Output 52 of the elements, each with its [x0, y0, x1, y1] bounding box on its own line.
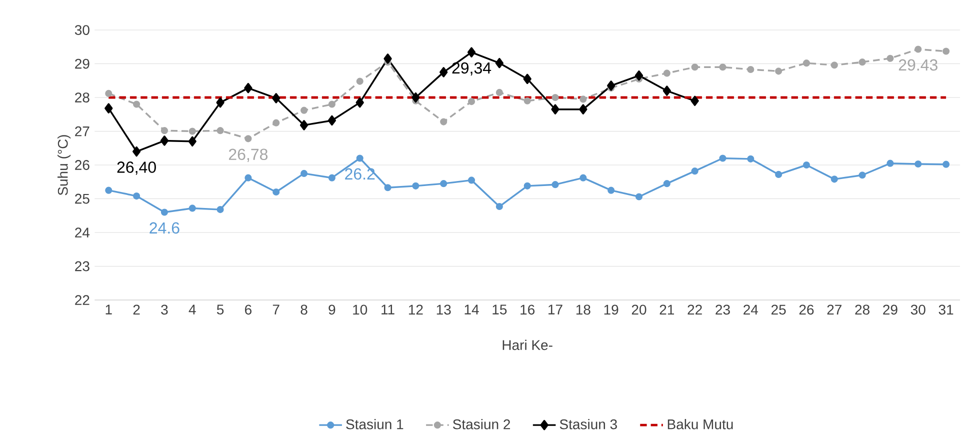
x-tick-label: 12 — [408, 304, 423, 314]
legend-label: Stasiun 1 — [346, 418, 404, 430]
x-tick-label: 21 — [660, 304, 674, 314]
x-tick-label: 20 — [632, 304, 646, 315]
y-tick-label: 22 — [75, 295, 90, 305]
x-tick-label: 1 — [106, 304, 112, 314]
x-tick-label: 2 — [133, 304, 140, 314]
legend-label: Stasiun 2 — [452, 418, 510, 430]
x-tick-label: 16 — [520, 304, 535, 315]
data-label: 29,34 — [452, 62, 492, 76]
x-tick-label: 17 — [548, 304, 562, 314]
x-tick-label: 11 — [382, 304, 394, 314]
data-label: 24.6 — [150, 222, 180, 234]
x-tick-label: 14 — [464, 304, 479, 314]
x-tick-label: 24 — [744, 304, 758, 314]
y-tick-label: 23 — [75, 261, 90, 272]
data-label: 26.2 — [345, 168, 375, 180]
x-tick-label: 29 — [883, 304, 898, 315]
x-tick-label: 9 — [328, 304, 336, 315]
y-tick-label: 28 — [75, 92, 90, 102]
y-tick-label: 29 — [75, 58, 90, 69]
x-tick-label: 15 — [492, 304, 507, 314]
data-label: 26,78 — [228, 148, 268, 162]
legend-label: Baku Mutu — [668, 418, 733, 430]
x-tick-label: 3 — [161, 304, 168, 315]
data-label: 29.43 — [898, 59, 938, 71]
x-tick-label: 28 — [855, 304, 870, 315]
x-tick-label: 5 — [216, 304, 224, 314]
x-tick-label: 23 — [716, 304, 730, 315]
x-tick-label: 30 — [910, 304, 926, 315]
legend-label: Stasiun 3 — [560, 418, 617, 430]
x-tick-label: 4 — [188, 304, 196, 314]
x-tick-label: 6 — [245, 304, 252, 315]
x-tick-label: 8 — [300, 304, 308, 315]
x-tick-label: 10 — [353, 304, 368, 315]
x-tick-label: 25 — [771, 304, 786, 315]
x-tick-label: 27 — [827, 304, 842, 314]
x-axis-title: Hari Ke- — [502, 340, 552, 350]
x-tick-label: 26 — [799, 304, 814, 315]
y-tick-label: 25 — [75, 194, 90, 204]
y-axis-title: Suhu (°C) — [58, 135, 71, 196]
y-tick-label: 26 — [75, 160, 90, 170]
x-tick-label: 18 — [576, 304, 590, 315]
x-tick-label: 19 — [604, 304, 618, 315]
x-tick-label: 31 — [938, 304, 954, 315]
data-label: 26,40 — [117, 162, 156, 175]
y-tick-label: 24 — [75, 228, 90, 238]
y-tick-label: 30 — [74, 25, 90, 35]
x-tick-label: 13 — [436, 304, 451, 315]
x-tick-label: 22 — [688, 304, 702, 314]
y-tick-label: 27 — [75, 126, 90, 136]
x-tick-label: 7 — [272, 304, 280, 314]
